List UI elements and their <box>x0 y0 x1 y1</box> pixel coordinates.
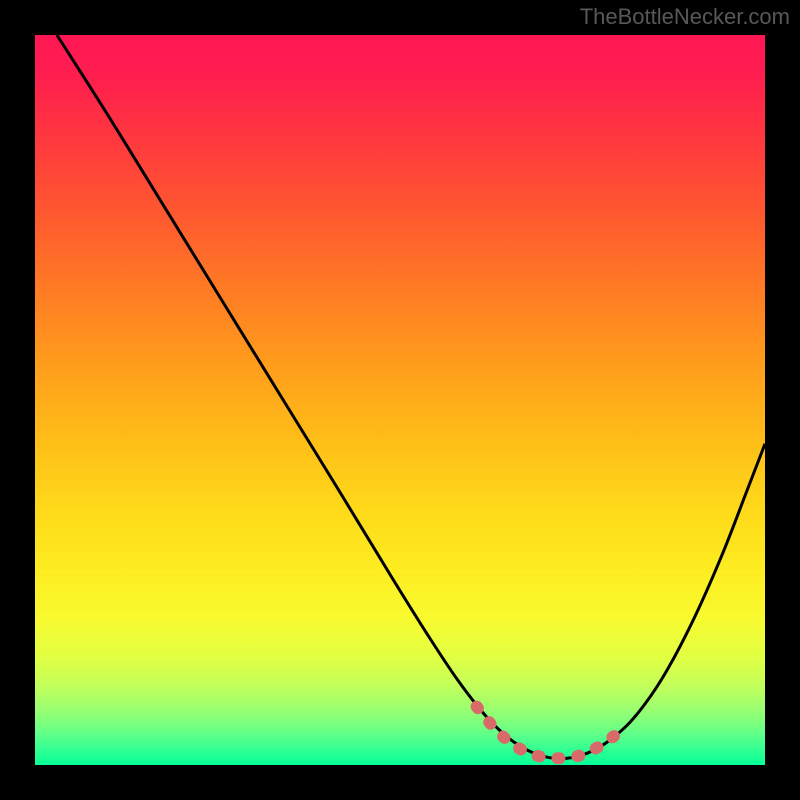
main-curve-path <box>57 35 765 759</box>
curve-layer <box>35 35 765 765</box>
plot-area <box>35 35 765 765</box>
attribution-text: TheBottleNecker.com <box>580 4 790 30</box>
highlight-curve-path <box>477 707 616 759</box>
